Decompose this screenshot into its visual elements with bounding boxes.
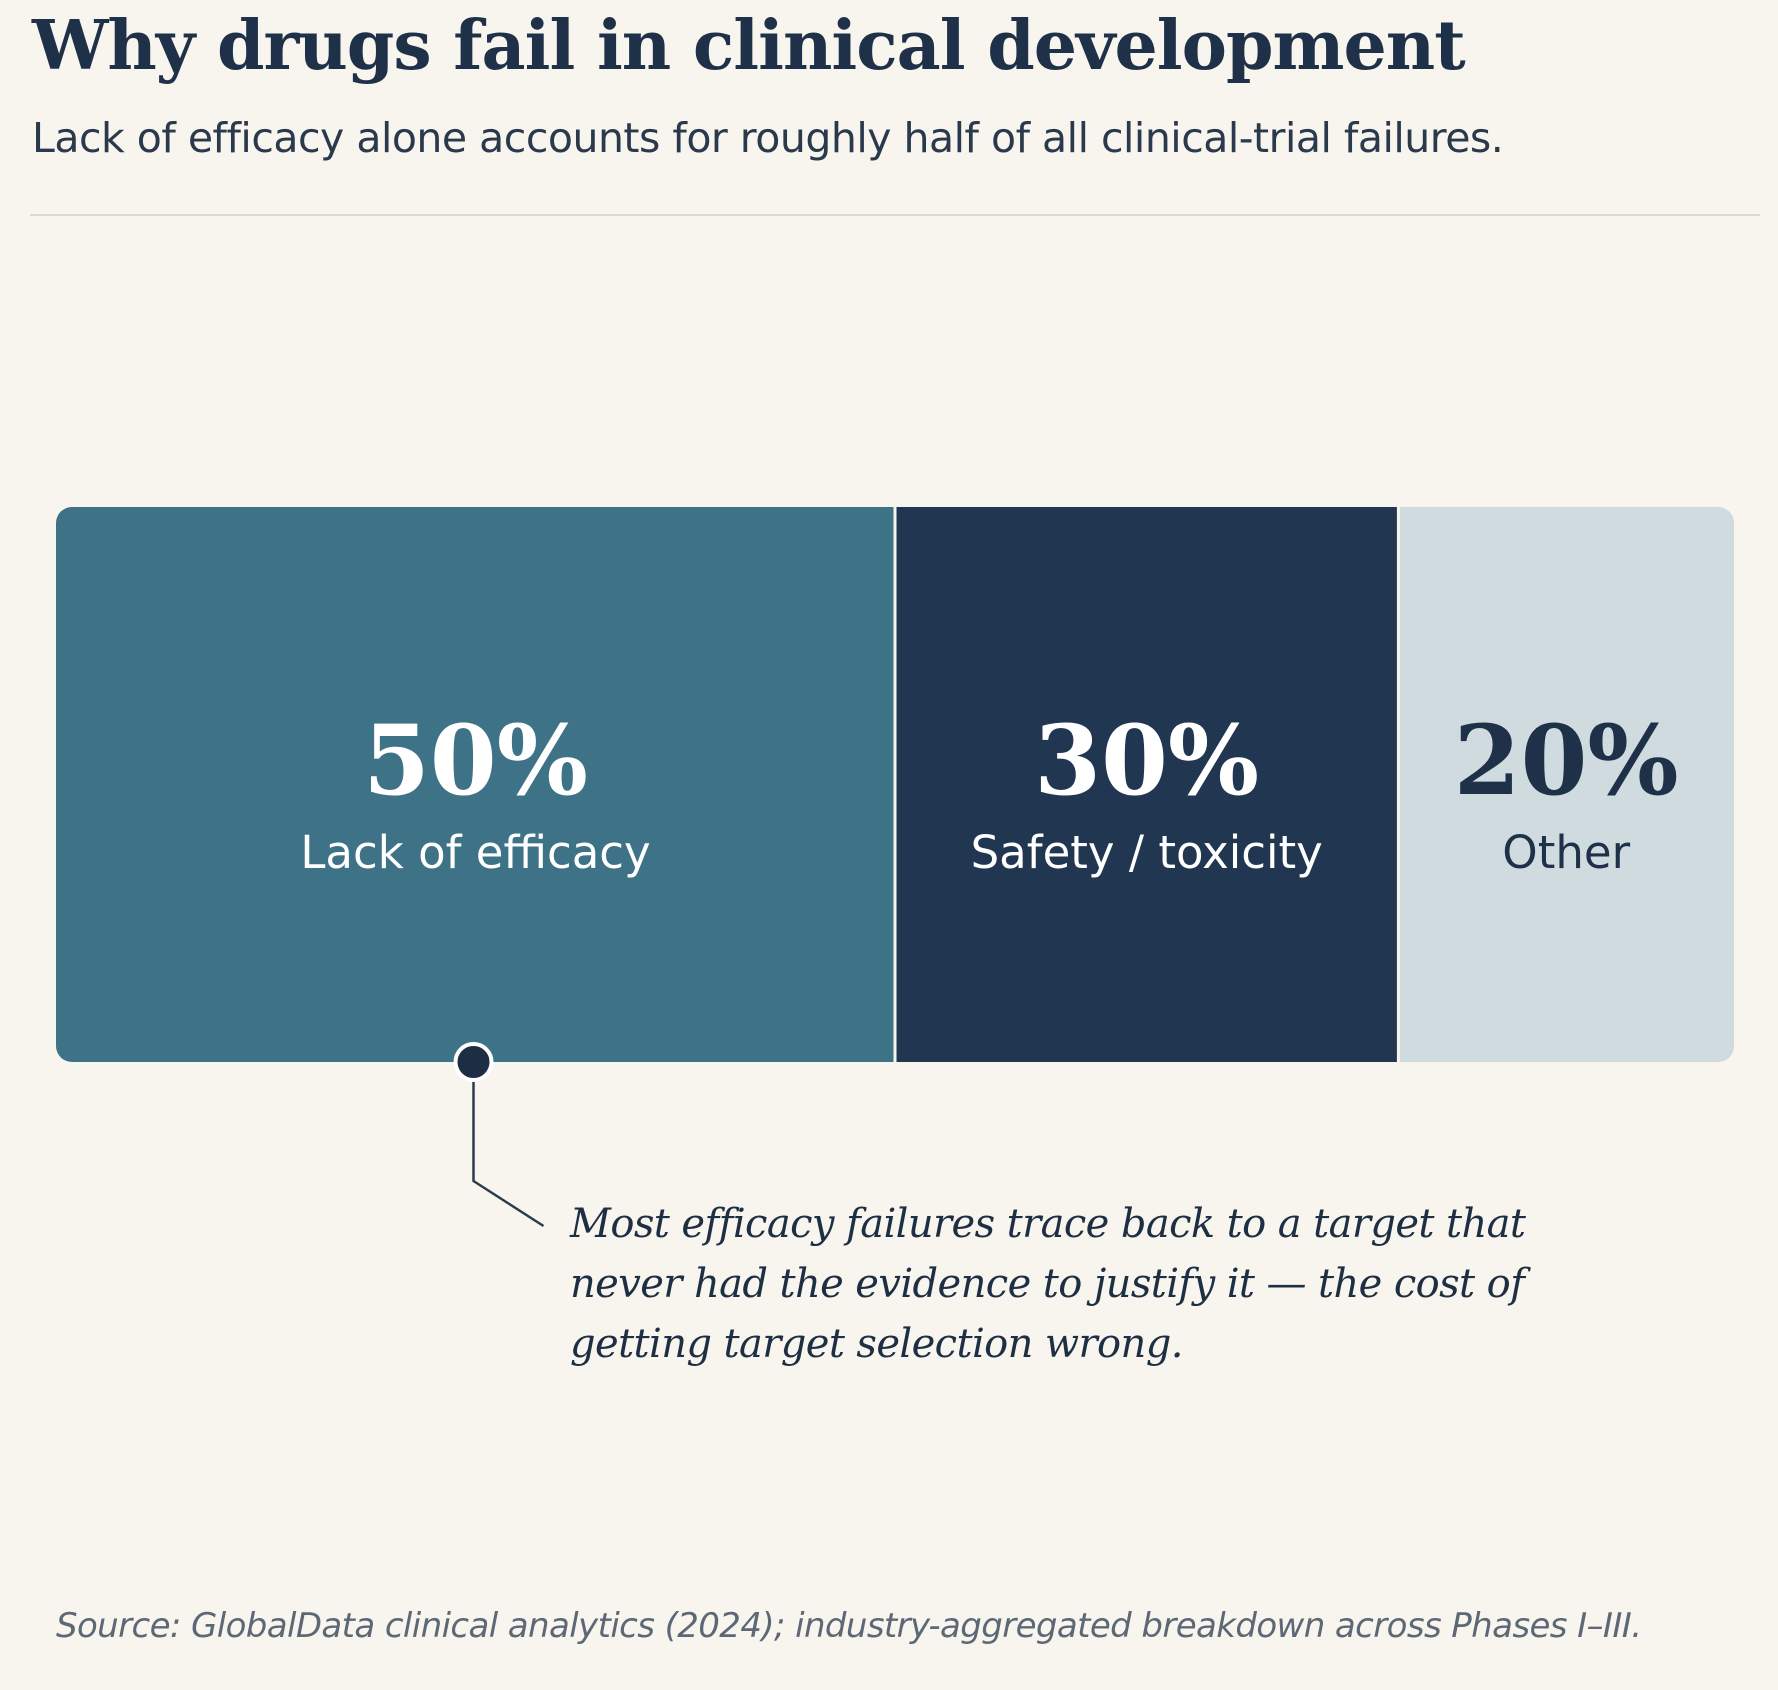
category-label-lack-of-efficacy: Lack of efficacy — [300, 826, 650, 879]
segment-divider — [1396, 507, 1400, 1062]
header-divider — [30, 214, 1760, 216]
callout-leader-line — [472, 1062, 545, 1228]
value-label-lack-of-efficacy: 50% — [363, 704, 588, 817]
category-label-safety-toxicity: Safety / toxicity — [971, 826, 1323, 879]
chart-subtitle: Lack of efficacy alone accounts for roug… — [32, 114, 1504, 162]
source-note: Source: GlobalData clinical analytics (2… — [56, 1606, 1642, 1646]
category-label-other: Other — [1502, 826, 1630, 879]
annotation-callout — [453, 1042, 545, 1228]
bar-segment-other — [1398, 507, 1734, 1062]
bar-segments — [56, 507, 1734, 1062]
annotation-text: Most efficacy failures trace back to a t… — [570, 1201, 1526, 1367]
bar-segment-lack-of-efficacy — [56, 507, 895, 1062]
segment-labels: 50% Lack of efficacy 30% Safety / toxicity 2… — [300, 704, 1678, 879]
chart-title: Why drugs fail in clinical development — [32, 6, 1466, 86]
value-label-safety-toxicity: 30% — [1034, 704, 1259, 817]
value-label-other: 20% — [1454, 704, 1679, 817]
callout-dot — [453, 1042, 494, 1082]
bar-segment-safety-toxicity — [895, 507, 1399, 1062]
segment-divider — [893, 507, 897, 1062]
